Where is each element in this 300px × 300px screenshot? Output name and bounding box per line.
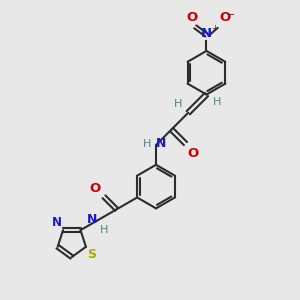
Text: H: H bbox=[174, 99, 182, 109]
Text: −: − bbox=[226, 10, 235, 20]
Text: N: N bbox=[156, 137, 166, 151]
Text: S: S bbox=[87, 248, 96, 261]
Text: H: H bbox=[212, 97, 221, 106]
Text: H: H bbox=[100, 225, 108, 235]
Text: +: + bbox=[212, 24, 218, 33]
Text: H: H bbox=[143, 139, 151, 149]
Text: O: O bbox=[188, 146, 199, 160]
Text: O: O bbox=[90, 182, 101, 195]
Text: N: N bbox=[201, 27, 212, 40]
Text: N: N bbox=[52, 216, 62, 229]
Text: N: N bbox=[87, 213, 98, 226]
Text: O: O bbox=[187, 11, 198, 24]
Text: O: O bbox=[220, 11, 231, 24]
